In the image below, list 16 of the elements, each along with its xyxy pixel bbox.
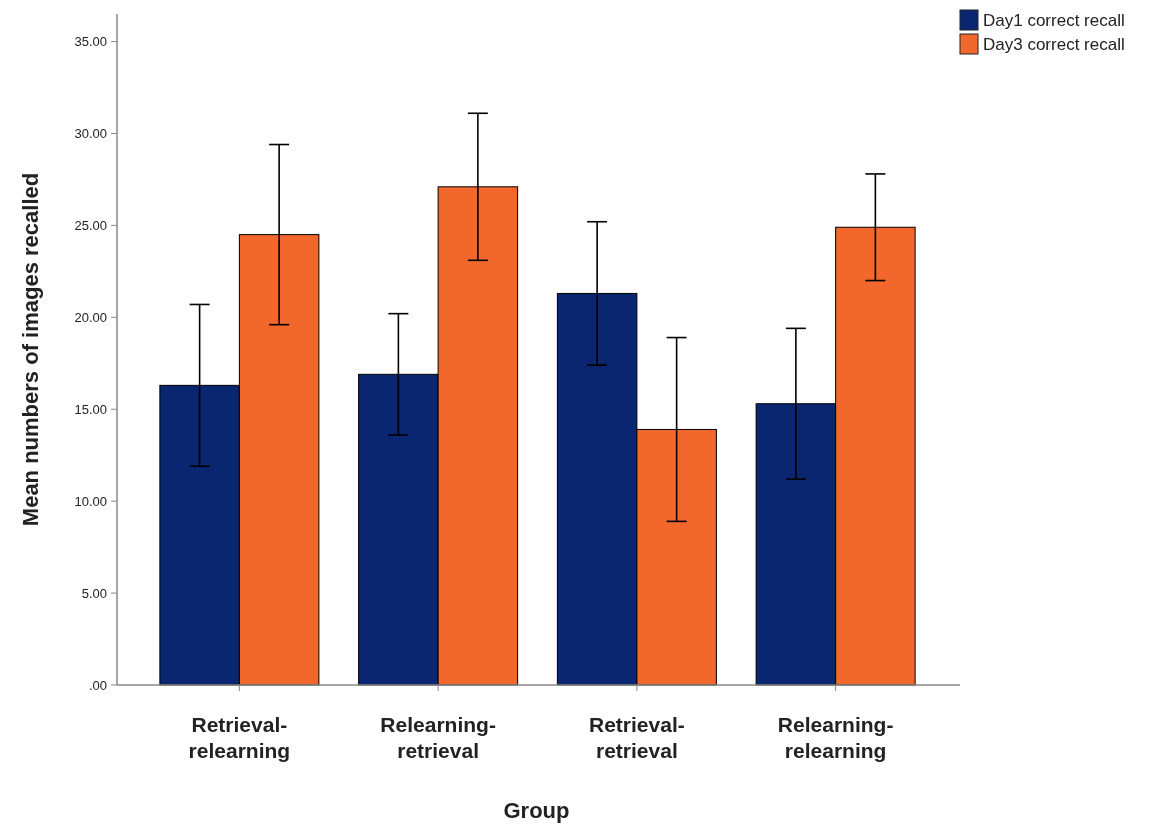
y-tick-label: 15.00 [74,401,107,417]
y-tick-label: 5.00 [81,585,107,601]
y-tick-label: 25.00 [74,217,107,233]
y-tick-label: 30.00 [74,126,107,142]
x-axis-title: Group [503,798,570,823]
legend-label: Day1 correct recall [983,11,1125,30]
y-tick-label: 20.00 [74,309,107,325]
y-tick-label: 35.00 [74,34,107,50]
x-tick-label: Retrieval-retrieval [589,713,685,762]
y-tick-label: .00 [88,677,107,693]
y-tick-label: 10.00 [74,493,107,509]
y-axis-title: Mean numbers of images recalled [18,172,43,527]
x-tick-label: Relearning-retrieval [380,713,496,762]
legend-label: Day3 correct recall [983,35,1125,54]
x-tick-label: Retrieval-relearning [188,713,291,762]
x-tick-label: Relearning-relearning [777,713,894,762]
